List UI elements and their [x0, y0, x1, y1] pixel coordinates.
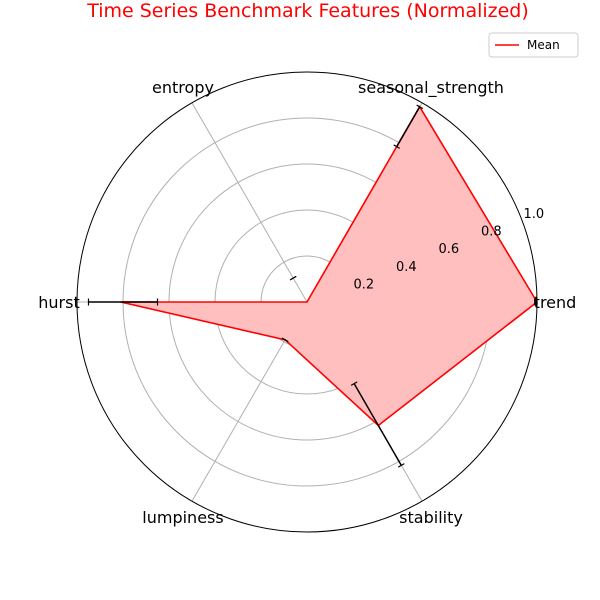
- radial-tick-label: 1.0: [523, 207, 544, 222]
- error-cap-high-stability: [397, 463, 405, 468]
- error-cap-high-entropy: [289, 275, 297, 281]
- error-cap-high-seasonal_strength: [416, 104, 424, 110]
- radial-tick-label: 0.6: [438, 242, 459, 257]
- error-bars: [87, 104, 538, 468]
- error-cap-high-lumpiness: [281, 337, 289, 343]
- legend-frame: [488, 32, 579, 58]
- grid-spoke-entropy: [191, 102, 308, 303]
- axis-label-entropy: entropy: [152, 78, 214, 97]
- series-fill-0: [120, 106, 537, 426]
- axis-labels: trend seasonal_strength entropy hurst lumpin…: [38, 78, 576, 527]
- radial-tick-labels: 0.2 0.4 0.6 0.8 1.0: [353, 207, 544, 292]
- outer-frame: [76, 71, 538, 533]
- error-bar-seasonal_strength: [396, 106, 421, 148]
- radial-tick-label: 0.2: [353, 277, 374, 292]
- radial-tick-label: 0.8: [481, 225, 502, 240]
- axis-label-hurst: hurst: [38, 293, 79, 312]
- axis-label-stability: stability: [399, 508, 463, 527]
- error-bar-stability: [353, 383, 402, 466]
- axis-label-seasonal_strength: seasonal_strength: [358, 78, 504, 98]
- legend-label-mean: Mean: [527, 38, 560, 52]
- chart-title: Time Series Benchmark Features (Normaliz…: [86, 0, 529, 22]
- error-cap-low-stability: [350, 381, 358, 386]
- error-cap-low-seasonal_strength: [393, 144, 401, 149]
- radial-tick-label: 0.4: [396, 260, 417, 275]
- axis-label-trend: trend: [534, 293, 577, 312]
- axis-label-lumpiness: lumpiness: [142, 508, 223, 527]
- legend: Mean: [488, 32, 579, 58]
